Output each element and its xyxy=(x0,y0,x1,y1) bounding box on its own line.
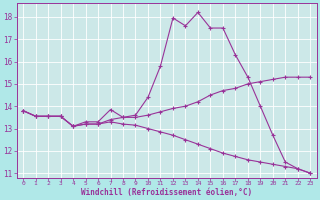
X-axis label: Windchill (Refroidissement éolien,°C): Windchill (Refroidissement éolien,°C) xyxy=(81,188,252,197)
